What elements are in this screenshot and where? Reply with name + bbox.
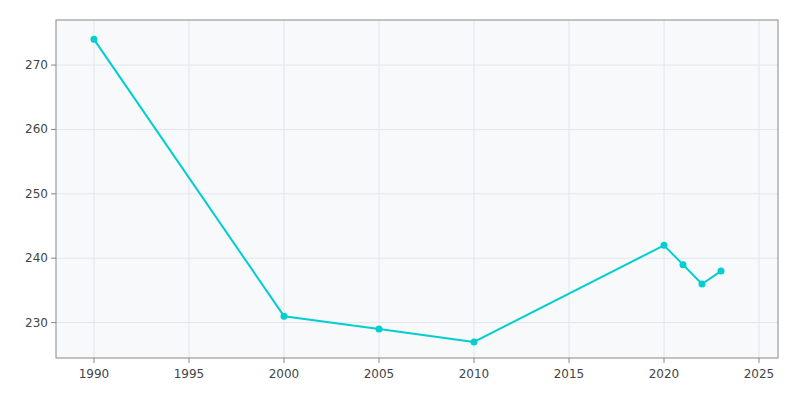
- x-tick: [759, 358, 760, 363]
- x-grid-line: [569, 20, 570, 358]
- y-tick: [51, 258, 56, 259]
- x-tick: [664, 358, 665, 363]
- point: [718, 268, 725, 275]
- data-layer: [91, 36, 725, 346]
- x-grid-line: [379, 20, 380, 358]
- axes: 1990 1995 2000 2005 2010 2015 2020 2025 230 240 25…: [25, 20, 778, 381]
- x-tick: [284, 358, 285, 363]
- x-grid-line: [759, 20, 760, 358]
- x-tick-label: 2000: [269, 367, 300, 381]
- point: [376, 326, 383, 333]
- y-grid-line: [56, 65, 778, 66]
- x-grid-line: [474, 20, 475, 358]
- x-tick-label: 1990: [79, 367, 110, 381]
- y-grid-line: [56, 322, 778, 323]
- point: [699, 280, 706, 287]
- x-tick: [474, 358, 475, 363]
- y-tick: [51, 193, 56, 194]
- point: [471, 338, 478, 345]
- x-tick: [94, 358, 95, 363]
- chart-container: 1990 1995 2000 2005 2010 2015 2020 2025 230 240 25…: [0, 0, 800, 400]
- x-tick-label: 1995: [174, 367, 205, 381]
- x-tick: [569, 358, 570, 363]
- x-tick-label: 2010: [459, 367, 490, 381]
- y-tick-label: 250: [25, 187, 48, 201]
- plot-frame: [56, 20, 778, 358]
- x-tick-label: 2015: [554, 367, 585, 381]
- y-grid-line: [56, 193, 778, 194]
- point: [281, 313, 288, 320]
- y-tick-label: 240: [25, 251, 48, 265]
- x-tick: [189, 358, 190, 363]
- x-grid-line: [664, 20, 665, 358]
- x-grid-line: [284, 20, 285, 358]
- point: [680, 261, 687, 268]
- x-tick: [379, 358, 380, 363]
- x-grid-line: [94, 20, 95, 358]
- point: [661, 242, 668, 249]
- chart-svg: 1990 1995 2000 2005 2010 2015 2020 2025 230 240 25…: [0, 0, 800, 400]
- x-tick-label: 2020: [649, 367, 680, 381]
- page: {"chart_data": {"type": "line", "x": [19…: [0, 0, 800, 400]
- y-grid-line: [56, 258, 778, 259]
- grid: [56, 20, 778, 358]
- x-tick-label: 2005: [364, 367, 395, 381]
- y-tick-label: 260: [25, 122, 48, 136]
- plot-background: [56, 20, 778, 358]
- y-grid-line: [56, 129, 778, 130]
- x-tick-label: 2025: [744, 367, 775, 381]
- point: [91, 36, 98, 43]
- y-tick: [51, 129, 56, 130]
- y-tick: [51, 65, 56, 66]
- y-tick: [51, 322, 56, 323]
- line: [94, 39, 721, 342]
- y-tick-label: 230: [25, 316, 48, 330]
- y-tick-label: 270: [25, 58, 48, 72]
- x-grid-line: [189, 20, 190, 358]
